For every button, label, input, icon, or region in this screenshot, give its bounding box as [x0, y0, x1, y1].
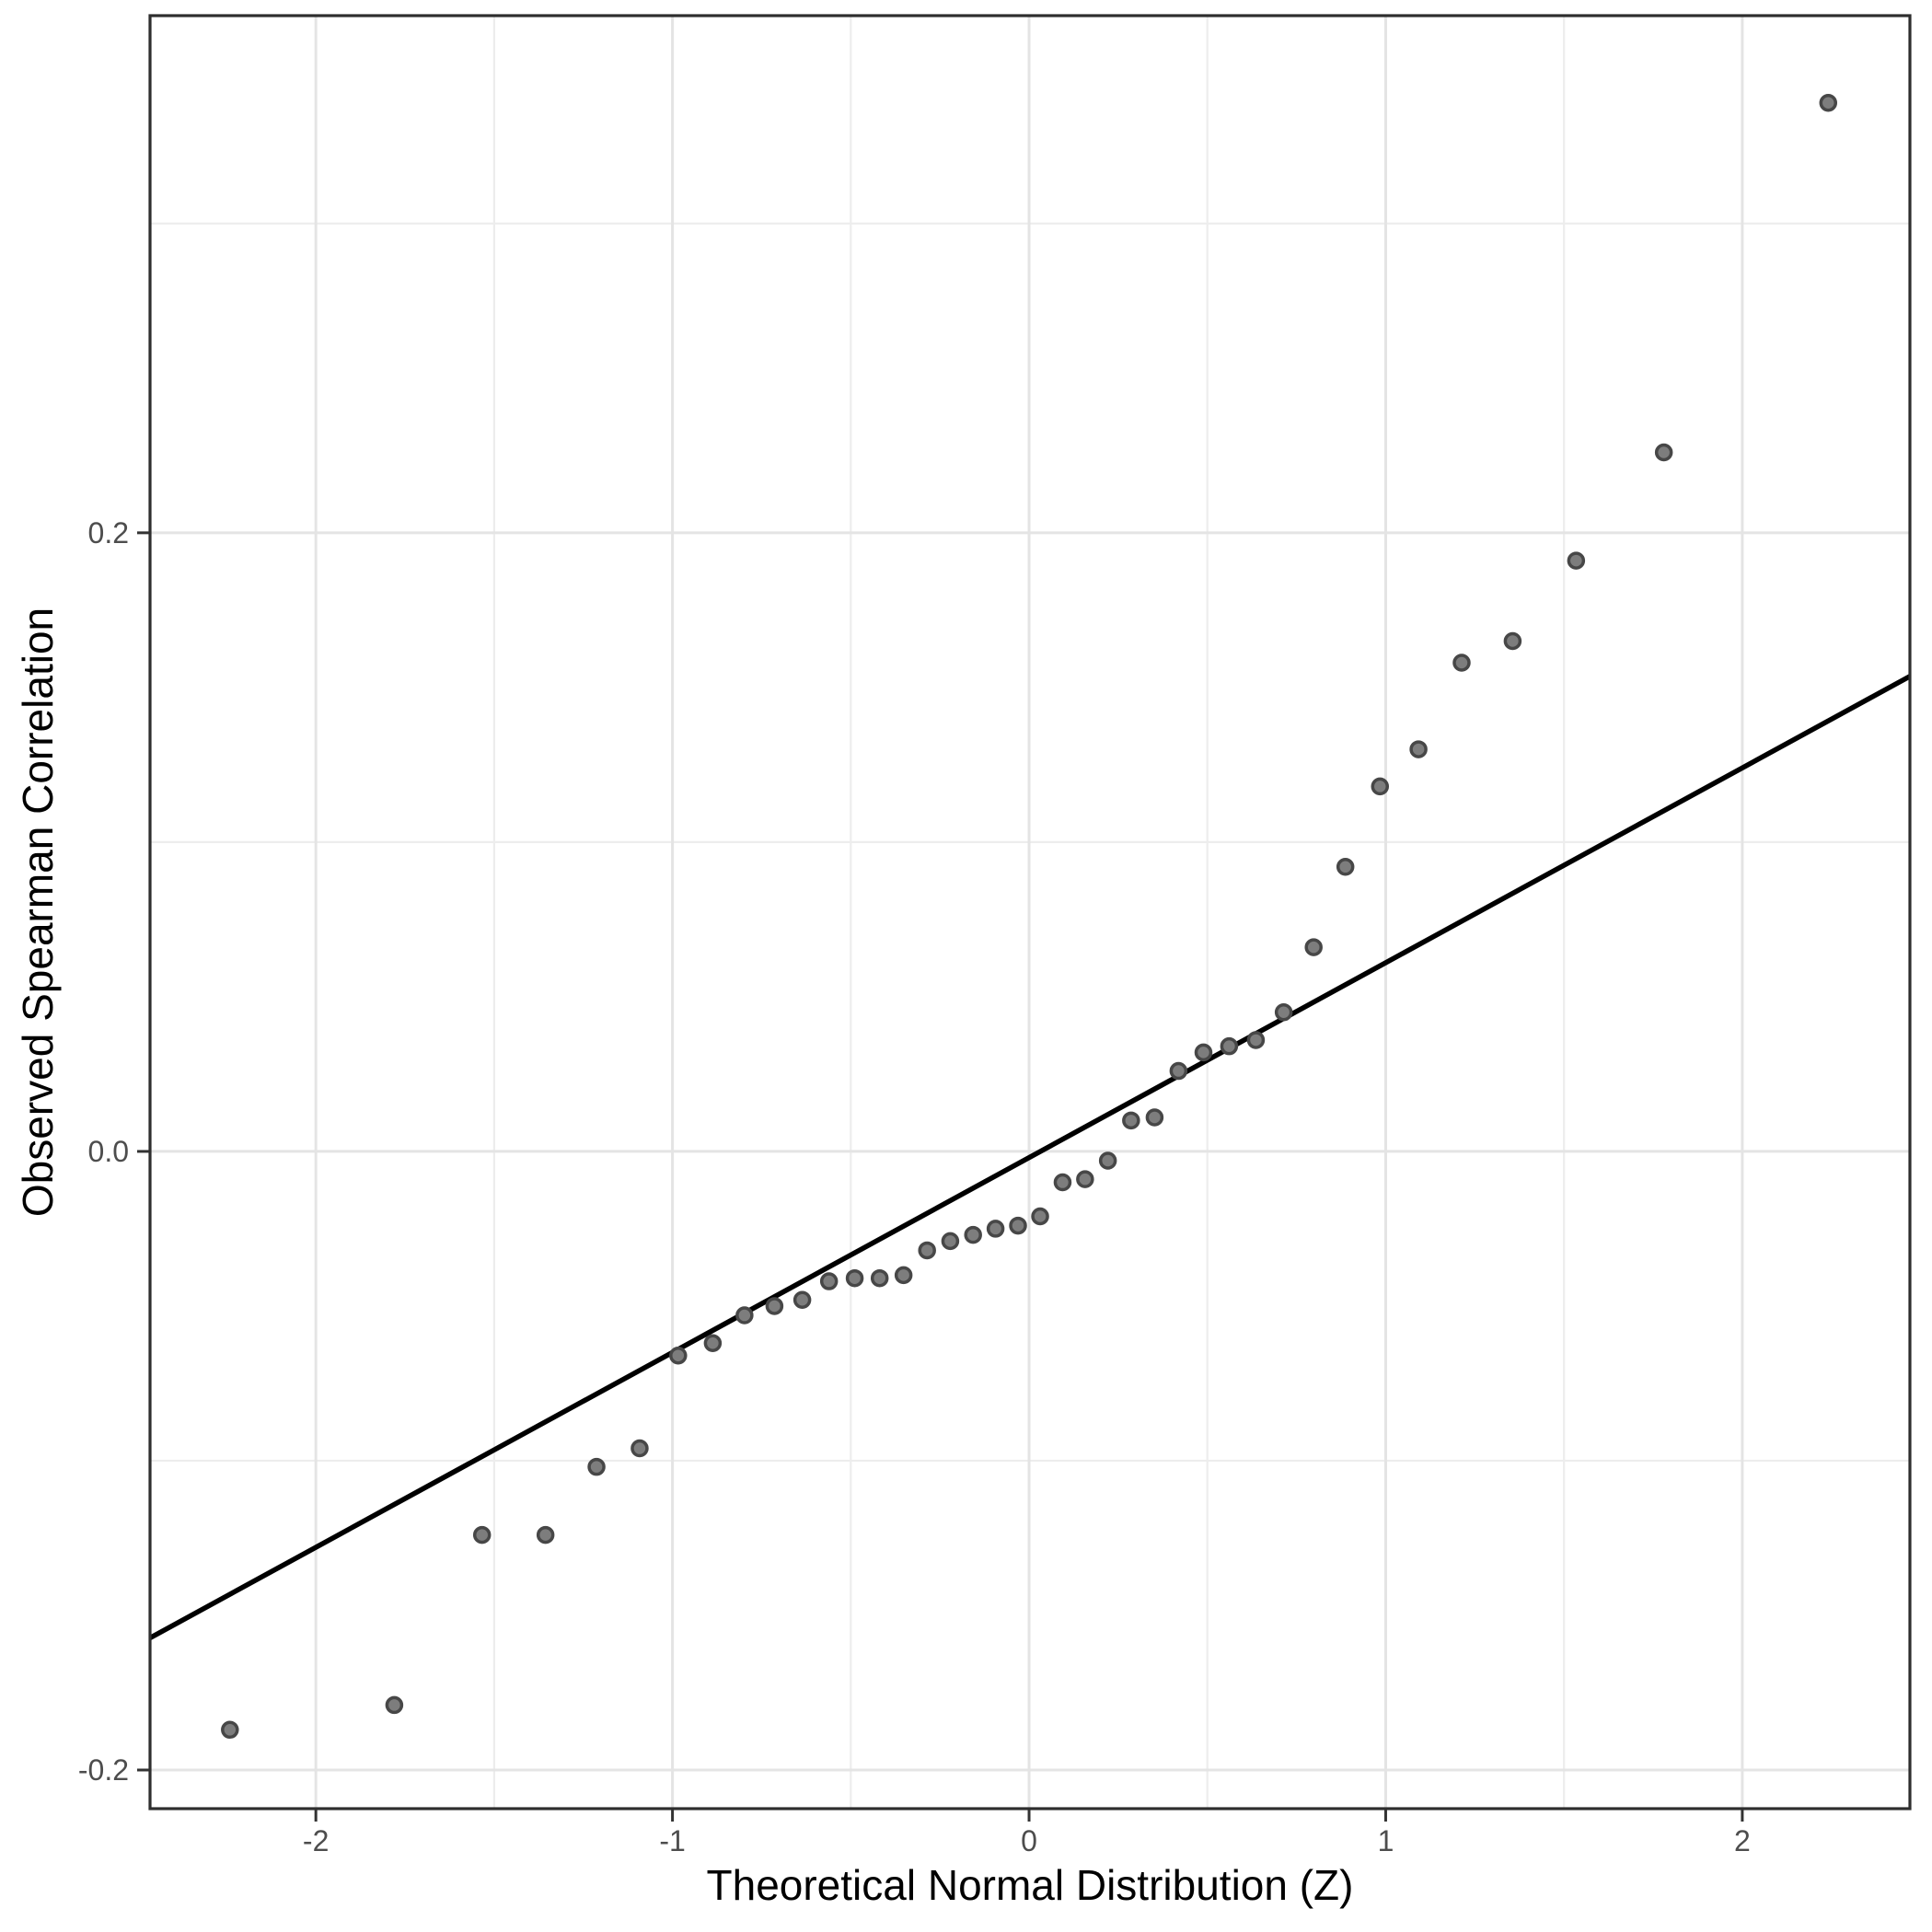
- x-tick-label: 2: [1734, 1824, 1751, 1857]
- x-tick-label: -1: [659, 1824, 685, 1857]
- reference-line: [148, 674, 1912, 1640]
- axis-tick-marks: [137, 531, 1744, 1822]
- data-point: [964, 1225, 982, 1244]
- data-point: [1053, 1173, 1072, 1192]
- y-tick-label: 0.0: [88, 1135, 129, 1168]
- axis-tick-labels: -2 -1 0 1 2 -0.2 0.0 0.2: [78, 516, 1751, 1857]
- x-tick-label: -2: [303, 1824, 329, 1857]
- data-point: [1274, 1002, 1293, 1022]
- data-point: [819, 1272, 839, 1290]
- data-point: [894, 1266, 913, 1285]
- data-point: [1452, 654, 1471, 672]
- data-point: [765, 1297, 784, 1315]
- data-point: [870, 1268, 889, 1288]
- data-point: [1098, 1151, 1117, 1170]
- x-tick-label: 0: [1021, 1824, 1037, 1857]
- data-point: [631, 1439, 649, 1458]
- data-point: [986, 1220, 1005, 1238]
- data-point: [1009, 1216, 1027, 1235]
- data-point: [536, 1525, 555, 1544]
- major-gridlines: [150, 16, 1910, 1809]
- y-tick-label: -0.2: [78, 1753, 129, 1787]
- scatter-points: [221, 94, 1838, 1740]
- data-point: [1246, 1031, 1266, 1049]
- data-point: [1304, 938, 1323, 956]
- qq-reference-line: [148, 674, 1912, 1640]
- data-point: [1819, 94, 1838, 112]
- data-point: [1145, 1108, 1164, 1127]
- data-point: [1409, 740, 1428, 758]
- data-point: [1371, 777, 1390, 796]
- data-point: [792, 1290, 812, 1309]
- data-point: [941, 1232, 960, 1251]
- data-point: [703, 1334, 723, 1353]
- data-point: [1503, 631, 1522, 651]
- data-point: [221, 1720, 239, 1740]
- data-point: [1169, 1061, 1188, 1081]
- data-point: [1654, 443, 1673, 462]
- y-axis-title: Observed Spearman Correlation: [14, 607, 62, 1217]
- data-point: [1122, 1111, 1140, 1130]
- data-point: [587, 1457, 606, 1476]
- data-point: [845, 1268, 864, 1288]
- data-point: [1567, 551, 1586, 570]
- data-point: [1194, 1043, 1213, 1062]
- x-tick-label: 1: [1378, 1824, 1394, 1857]
- y-tick-label: 0.2: [88, 516, 129, 550]
- x-axis-title: Theoretical Normal Distribution (Z): [707, 1861, 1354, 1909]
- data-point: [1336, 858, 1355, 876]
- panel-border: [148, 14, 1912, 1811]
- data-point: [472, 1525, 492, 1544]
- data-point: [1220, 1036, 1239, 1056]
- data-point: [385, 1695, 404, 1715]
- data-point: [1076, 1170, 1094, 1188]
- data-point: [1031, 1207, 1049, 1226]
- data-point: [669, 1346, 688, 1365]
- data-point: [918, 1241, 936, 1260]
- data-point: [735, 1306, 754, 1325]
